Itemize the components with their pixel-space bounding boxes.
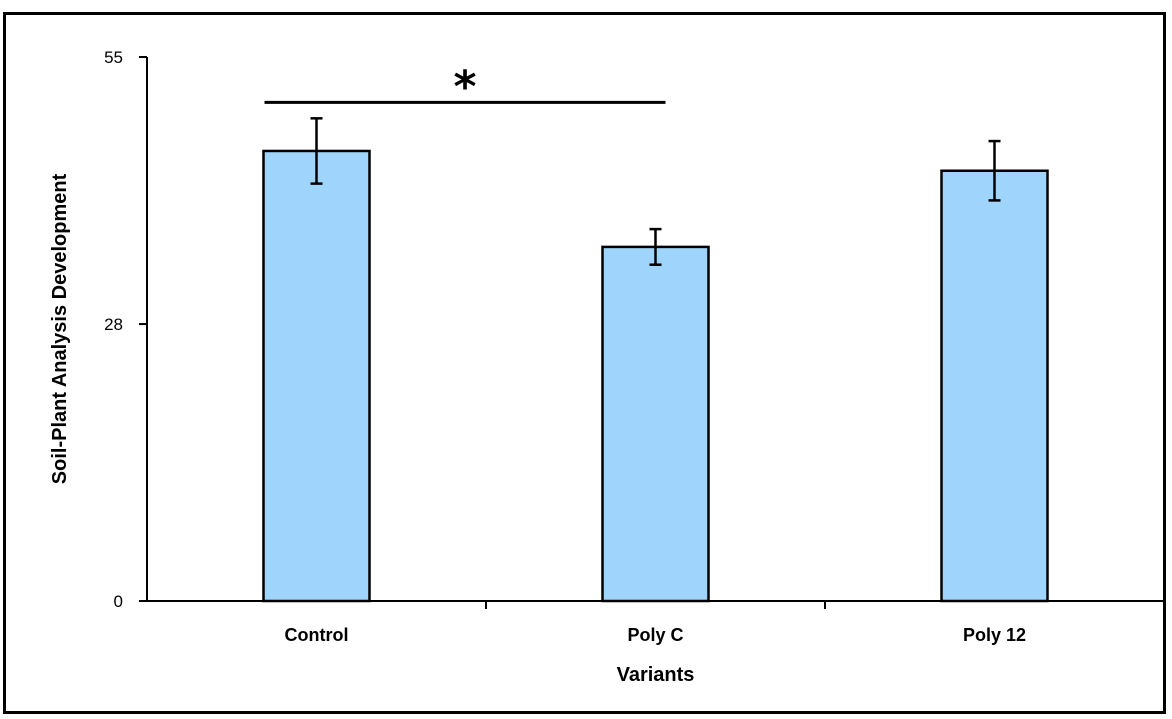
- x-tick-label: Poly C: [627, 625, 683, 645]
- significance-layer: *: [264, 61, 666, 112]
- axes-layer: [139, 57, 1163, 602]
- error-bars-layer: [310, 117, 1001, 266]
- x-axis-title: Variants: [617, 664, 695, 686]
- bar-control: [262, 149, 371, 603]
- x-tick-label: Poly 12: [963, 625, 1026, 645]
- y-ticks-layer: 0 28 55: [104, 48, 147, 611]
- chart-frame: 0 28 55 Control Poly C Poly 12 * Soil-Plant …: [3, 12, 1166, 714]
- bars-layer: [262, 149, 1049, 603]
- y-tick-label: 28: [104, 315, 123, 334]
- y-tick-label: 55: [104, 48, 123, 67]
- x-ticks-layer: Control Poly C Poly 12: [285, 601, 1026, 645]
- y-tick-label: 0: [114, 592, 123, 611]
- significance-star: *: [453, 61, 476, 112]
- bar-chart: 0 28 55 Control Poly C Poly 12 * Soil-Plant …: [49, 48, 1163, 686]
- y-axis-title: Soil-Plant Analysis Development: [49, 173, 71, 484]
- bar-poly-c: [601, 245, 710, 603]
- x-tick-label: Control: [285, 625, 349, 645]
- bar-poly-12: [940, 169, 1049, 603]
